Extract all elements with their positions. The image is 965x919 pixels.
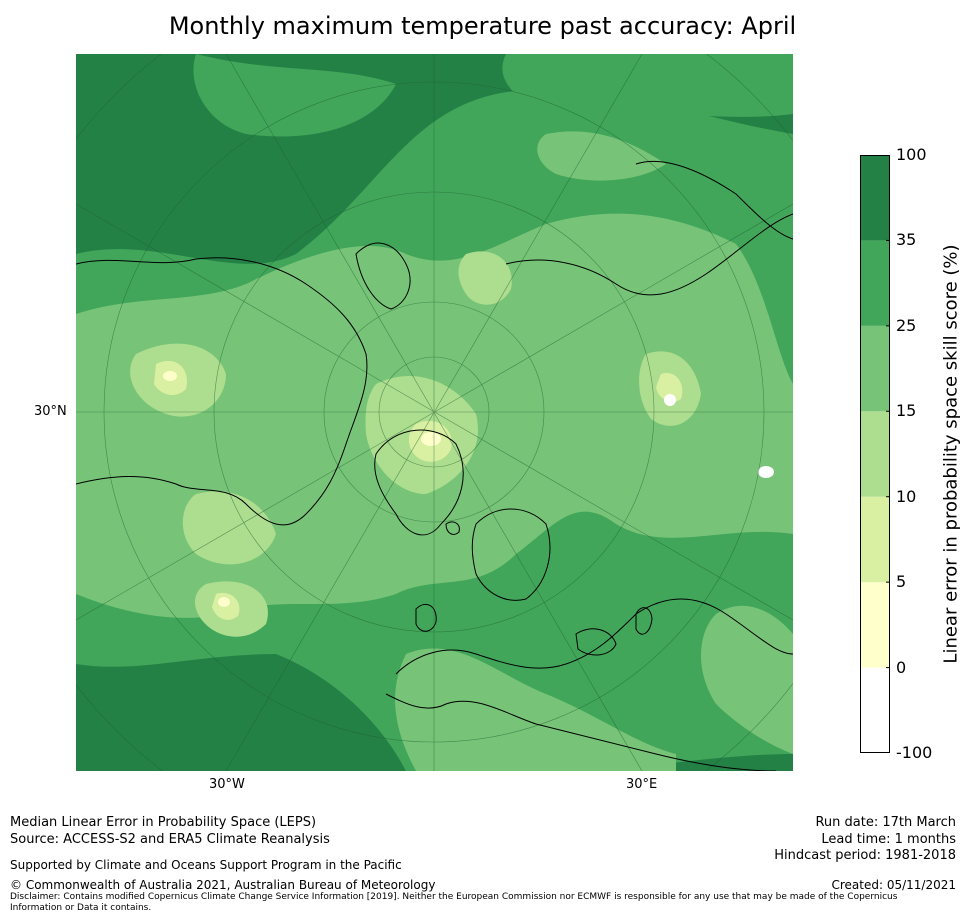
coastline-kamchatka xyxy=(635,160,793,240)
coastline-north-america xyxy=(76,257,368,526)
colorbar-bin xyxy=(860,155,890,241)
colorbar-bin xyxy=(860,667,890,753)
zone-10-15 xyxy=(458,251,512,305)
footer-support: Supported by Climate and Oceans Support … xyxy=(10,858,402,872)
colorbar-bin xyxy=(860,496,890,583)
colorbar-tick-label: 10 xyxy=(896,486,917,506)
colorbar-frame xyxy=(860,155,890,753)
footer-method: Median Linear Error in Probability Space… xyxy=(10,815,317,830)
coastline-black-caspian xyxy=(575,628,617,656)
zone-25-35 xyxy=(193,54,396,137)
coastline-greenland xyxy=(374,429,464,536)
colorbar-bin xyxy=(860,582,890,668)
footer-hindcast: Hindcast period: 1981-2018 xyxy=(774,848,956,863)
zone-0-5 xyxy=(218,597,230,607)
zone-negative xyxy=(758,466,774,478)
colorbar xyxy=(860,155,890,753)
zone-15-25 xyxy=(701,605,793,754)
coastline-arctic-islands xyxy=(355,242,411,310)
zone-5-10 xyxy=(656,373,683,402)
latitude-label: 30°N xyxy=(34,404,67,419)
coastline-iberia-africa xyxy=(385,693,777,771)
zone-0-5 xyxy=(163,371,177,381)
colorbar-bin xyxy=(860,411,890,497)
colorbar-tick-label: 15 xyxy=(896,401,917,421)
colorbar-tick-label: 35 xyxy=(896,230,917,250)
coastline-scandinavia xyxy=(471,508,551,601)
graticule xyxy=(76,54,793,771)
footer-created: Created: 05/11/2021 xyxy=(831,878,956,892)
coastlines xyxy=(76,160,793,771)
colorbar-label: Linear error in probability space skill … xyxy=(940,244,962,664)
zone-15-25 xyxy=(537,131,666,181)
zone-25-35 xyxy=(502,54,793,117)
footer-source: Source: ACCESS-S2 and ERA5 Climate Reana… xyxy=(10,832,330,847)
colorbar-tick-label: -100 xyxy=(896,743,933,762)
colorbar-tick-label: 25 xyxy=(896,315,917,335)
colorbar-tick-label: 5 xyxy=(896,572,907,592)
coastline-caspian xyxy=(635,607,653,635)
polar-skill-map xyxy=(76,54,793,771)
footer-lead-time: Lead time: 1 months xyxy=(821,832,956,847)
colorbar-tick-label: 100 xyxy=(896,145,927,164)
coastline-iceland xyxy=(445,521,460,535)
longitude-label-east: 30°E xyxy=(626,777,658,792)
coastline-europe xyxy=(395,598,793,675)
coastline-british-isles xyxy=(415,604,437,632)
zone-negative xyxy=(664,394,676,406)
footer-disclaimer: Disclaimer: Contains modified Copernicus… xyxy=(10,892,898,913)
coastline-siberia xyxy=(505,213,793,296)
footer-run-date: Run date: 17th March xyxy=(815,815,956,830)
colorbar-bin xyxy=(860,325,890,412)
longitude-label-west: 30°W xyxy=(209,777,245,792)
colorbar-tick-label: 0 xyxy=(896,657,907,677)
zone-0-5 xyxy=(421,432,441,446)
colorbar-bin xyxy=(860,240,890,326)
footer-copyright: © Commonwealth of Australia 2021, Austra… xyxy=(10,878,436,892)
chart-title: Monthly maximum temperature past accurac… xyxy=(168,12,797,40)
